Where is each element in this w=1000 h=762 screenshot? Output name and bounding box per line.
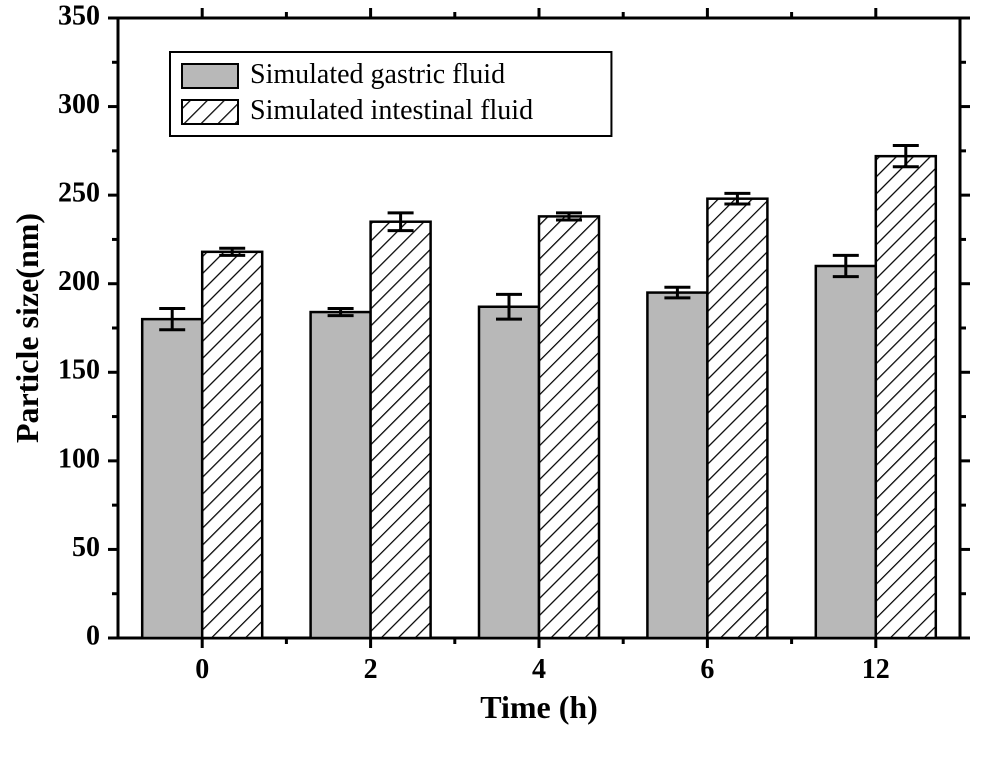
y-tick-label: 0 (86, 620, 100, 651)
bar-intestinal (371, 222, 431, 638)
bar-gastric (816, 266, 876, 638)
bar-intestinal (876, 156, 936, 638)
x-tick-label: 4 (532, 654, 546, 685)
legend-label-intestinal: Simulated intestinal fluid (250, 95, 533, 126)
x-tick-label: 12 (862, 654, 890, 685)
y-tick-label: 200 (58, 266, 100, 297)
x-tick-label: 2 (364, 654, 378, 685)
x-axis-title: Time (h) (480, 689, 598, 725)
bar-intestinal (707, 199, 767, 638)
bar-gastric (142, 319, 202, 638)
chart-svg: 0 50 100 150 200 250 300 350 0 2 4 6 12 Particle size… (0, 0, 1000, 762)
y-tick-label: 50 (72, 532, 100, 563)
particle-size-bar-chart: 0 50 100 150 200 250 300 350 0 2 4 6 12 Particle size… (0, 0, 1000, 762)
y-tick-label: 300 (58, 89, 100, 120)
y-axis-title: Particle size(nm) (9, 213, 45, 443)
legend-label-gastric: Simulated gastric fluid (250, 59, 505, 90)
y-tick-label: 150 (58, 355, 100, 386)
legend: Simulated gastric fluid Simulated intesti… (170, 52, 611, 136)
y-tick-label: 100 (58, 443, 100, 474)
bar-gastric (479, 307, 539, 638)
bar-intestinal (202, 252, 262, 638)
y-tick-label: 350 (58, 0, 100, 31)
bar-gastric (311, 312, 371, 638)
bar-gastric (647, 293, 707, 638)
bar-intestinal (539, 216, 599, 638)
y-tick-label: 250 (58, 178, 100, 209)
x-tick-label: 0 (195, 654, 209, 685)
x-tick-label: 6 (700, 654, 714, 685)
